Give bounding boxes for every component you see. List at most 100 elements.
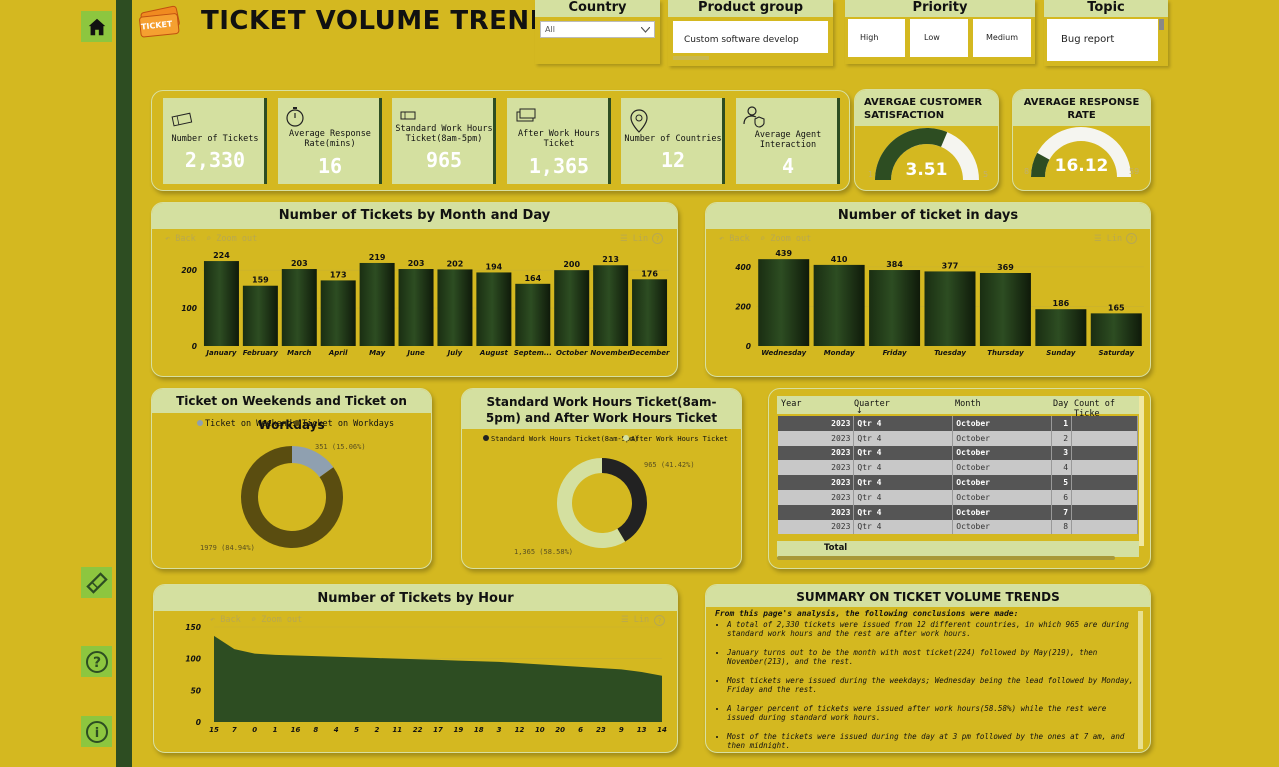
table-cell: 2023 (778, 475, 855, 490)
help-button[interactable]: ? (81, 646, 112, 677)
column-header[interactable]: Quarter (854, 399, 890, 409)
scrollbar[interactable] (1139, 396, 1144, 546)
back-button[interactable]: ↶ Back (210, 615, 241, 625)
satisfaction-gauge-value: 3.51 (905, 160, 948, 180)
table-cell: Qtr 4 (853, 430, 954, 446)
satisfaction-gauge (875, 128, 979, 180)
back-button[interactable]: ↶ Back (719, 234, 750, 244)
x-tick-label: 7 (232, 726, 237, 734)
data-label: 173 (330, 270, 347, 279)
summary-point: Most of the tickets were issued during t… (727, 732, 1137, 749)
table-row[interactable]: 2023 Qtr 4 October 1 (778, 416, 1138, 431)
country-slicer: Country All (535, 0, 660, 64)
y-tick-label: 200 (181, 266, 197, 275)
priority-slicer-title: Priority (845, 0, 1035, 17)
topic-slicer: Topic Bug report (1044, 0, 1168, 66)
topic-item[interactable]: Bug report (1047, 19, 1158, 61)
donut-slice (241, 446, 343, 548)
country-slicer-title: Country (535, 0, 660, 17)
logo: TICKET (137, 3, 187, 43)
lin-button[interactable]: ☰ Lin (1094, 234, 1123, 244)
priority-option-high[interactable]: High (848, 19, 905, 57)
table-cell: October (952, 416, 1053, 431)
x-tick-label: January (204, 349, 236, 357)
data-table: 2023 Qtr 4 October 1 2023 Qtr 4 October 2 2023 Qt… (778, 416, 1138, 535)
column-header[interactable]: Year (781, 399, 802, 409)
x-tick-label: 13 (637, 726, 647, 734)
table-row[interactable]: 2023 Qtr 4 October 2 (778, 430, 1138, 446)
info-button[interactable]: i (81, 716, 112, 747)
help-icon[interactable]: ? (652, 233, 663, 244)
x-tick-label: Monday (824, 349, 855, 357)
column-header[interactable]: Month (955, 399, 981, 409)
legend-label: After Work Hours Ticket (631, 435, 728, 443)
column-header[interactable]: Day (1053, 399, 1069, 409)
horizontal-scrollbar[interactable] (777, 556, 1115, 560)
x-tick-label: 9 (619, 726, 624, 734)
bar (281, 269, 317, 346)
kpi-label: Average Agent Interaction (754, 130, 822, 150)
gauge-fill (1031, 152, 1050, 177)
zoom-out-button[interactable]: ⌕ Zoom out (251, 615, 303, 625)
home-button[interactable] (81, 11, 112, 42)
column-header[interactable]: Count of Ticke (1074, 399, 1115, 419)
scrollbar[interactable] (1138, 611, 1143, 749)
table-cell: October (952, 460, 1053, 476)
product-group-slicer: Product group Custom software develop (668, 0, 833, 66)
help-icon[interactable]: ? (654, 615, 665, 626)
zoom-out-button[interactable]: ⌕ Zoom out (206, 234, 258, 244)
y-tick-label: 0 (196, 718, 201, 727)
help-icon: ? (85, 650, 108, 673)
back-label: Back (175, 234, 196, 244)
topic-slicer-title: Topic (1044, 0, 1168, 17)
x-tick-label: Friday (883, 349, 907, 357)
response-gauge-card: AVERAGE RESPONSE RATE 16.12 8 59 (1012, 89, 1151, 191)
ticket-icon (400, 111, 416, 120)
data-label: 965 (41.42%) (644, 461, 695, 469)
x-tick-label: 0 (252, 726, 257, 734)
chart-title: Ticket on Weekends and Ticket on Workday… (152, 389, 431, 432)
priority-option-low[interactable]: Low (910, 19, 968, 57)
bar (979, 273, 1031, 346)
kpi-panel (151, 90, 850, 191)
bar (813, 264, 865, 346)
bar (869, 270, 921, 346)
country-dropdown[interactable]: All (540, 21, 655, 38)
data-label: 213 (602, 255, 619, 264)
lin-label: Lin (632, 234, 649, 244)
table-row[interactable]: 2023 Qtr 4 October 7 (778, 504, 1138, 520)
hour-area-chart: 0 50 100 150 15 7 0 1 16 8 4 5 2 11 22 17 19 18 3 12 10 20 6 23… (185, 623, 667, 734)
sidebar (0, 0, 116, 767)
scrollbar[interactable] (673, 56, 709, 60)
x-tick-label: February (243, 349, 279, 357)
ticket-nav-button[interactable] (81, 567, 112, 598)
legend-marker (294, 420, 300, 426)
kpi-value: 16 (317, 154, 343, 178)
zoom-out-button[interactable]: ⌕ Zoom out (760, 234, 812, 244)
table-cell: Qtr 4 (853, 489, 954, 505)
lin-button[interactable]: ☰ Lin (621, 615, 650, 625)
bar (320, 280, 356, 346)
gauge-max: 59 (1129, 167, 1140, 176)
table-row[interactable]: 2023 Qtr 4 October 8 (778, 519, 1138, 535)
table-cell: Qtr 4 (853, 504, 954, 520)
map-pin-icon (630, 109, 648, 133)
table-row[interactable]: 2023 Qtr 4 October 5 (778, 475, 1138, 490)
bar (1035, 309, 1087, 346)
scrollbar[interactable] (1159, 19, 1164, 30)
product-group-item[interactable]: Custom software develop (673, 21, 828, 53)
table-row[interactable]: 2023 Qtr 4 October 4 (778, 460, 1138, 476)
kpi-label: After Work Hours Ticket (518, 129, 600, 149)
table-row[interactable]: 2023 Qtr 4 October 3 (778, 445, 1138, 461)
table-cell: Qtr 4 (853, 475, 954, 490)
priority-option-medium[interactable]: Medium (973, 19, 1031, 57)
kpi-value: 12 (660, 148, 686, 172)
table-cell: October (952, 519, 1053, 535)
table-row[interactable]: 2023 Qtr 4 October 6 (778, 489, 1138, 505)
lin-button[interactable]: ☰ Lin (620, 234, 649, 244)
summary-point: A larger percent of tickets were issued … (727, 704, 1137, 722)
help-icon[interactable]: ? (1126, 233, 1137, 244)
back-button[interactable]: ↶ Back (165, 234, 196, 244)
summary-text: From this page's analysis, the following… (715, 609, 1137, 749)
bar (398, 269, 434, 346)
